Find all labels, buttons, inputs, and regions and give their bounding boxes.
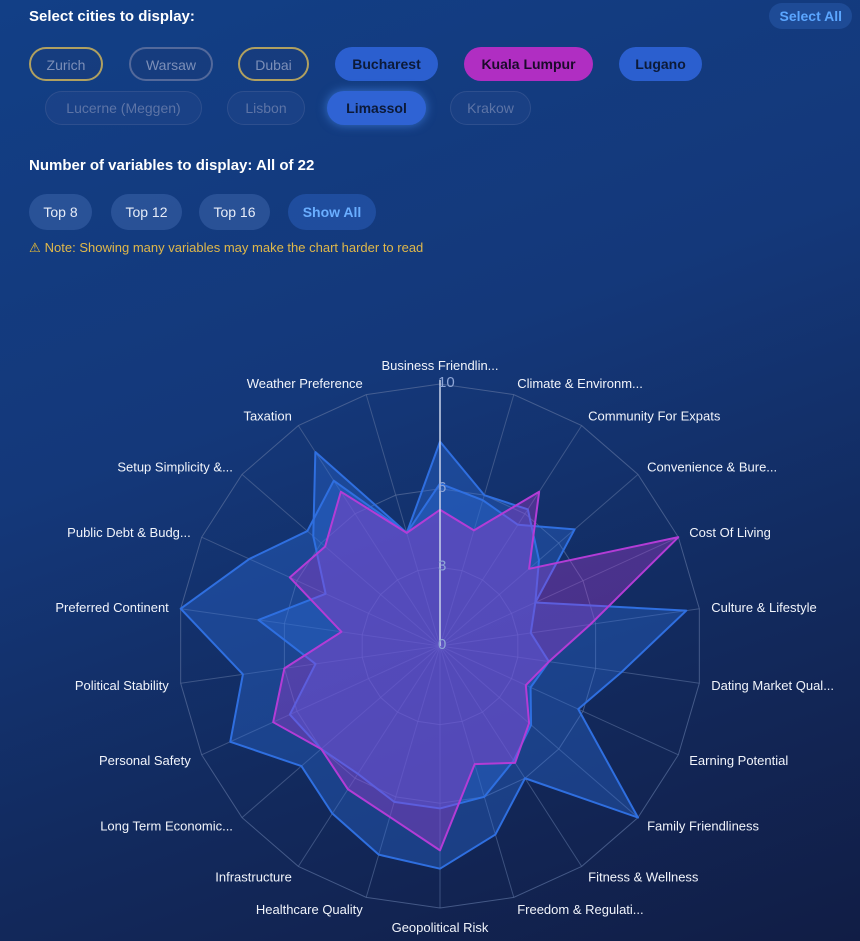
radar-grid — [180, 383, 700, 909]
axis-label-fitness-wellness: Fitness & Wellness — [588, 870, 699, 885]
grid-spoke-10 — [439, 645, 515, 898]
city-pill-warsaw[interactable]: Warsaw — [129, 47, 213, 81]
series-polygon-1 — [179, 479, 688, 870]
variables-button-show-all[interactable]: Show All — [288, 194, 376, 230]
grid-spoke-21 — [365, 394, 441, 647]
axis-label-weather-preference: Weather Preference — [247, 376, 363, 391]
city-pill-zurich[interactable]: Zurich — [29, 47, 103, 81]
grid-spoke-13 — [297, 645, 441, 867]
radar-series — [179, 440, 688, 870]
city-pill-lugano[interactable]: Lugano — [619, 47, 702, 81]
variables-title: Number of variables to display: All of 2… — [29, 157, 315, 174]
axis-label-personal-safety: Personal Safety — [99, 753, 191, 768]
axis-label-long-term-economic: Long Term Economic... — [100, 818, 233, 833]
city-pill-lisbon[interactable]: Lisbon — [227, 91, 305, 125]
grid-spoke-6 — [439, 645, 700, 684]
grid-spoke-17 — [180, 608, 441, 647]
grid-spoke-18 — [201, 536, 441, 647]
axis-label-family-friendliness: Family Friendliness — [647, 818, 759, 833]
grid-spoke-5 — [439, 608, 700, 647]
city-pill-bucharest[interactable]: Bucharest — [335, 47, 438, 81]
axis-label-cost-of-living: Cost Of Living — [689, 525, 771, 540]
axis-label-dating-market-qual: Dating Market Qual... — [711, 678, 834, 693]
radar-axis-labels: Business Friendlin... Climate & Environm.… — [55, 358, 834, 935]
radar-ticks: 0 3 6 10 — [438, 374, 455, 653]
grid-spoke-20 — [297, 425, 441, 647]
note-text: Note: Showing many variables may make th… — [44, 240, 424, 255]
city-pill-limassol[interactable]: Limassol — [327, 91, 426, 125]
grid-spoke-15 — [201, 645, 441, 756]
grid-spoke-14 — [241, 645, 441, 818]
variables-button-top-12[interactable]: Top 12 — [111, 194, 182, 230]
axis-label-community-for-expats: Community For Expats — [588, 408, 721, 423]
grid-spoke-8 — [439, 645, 639, 818]
tick-label-3: 3 — [438, 557, 446, 574]
grid-spoke-9 — [439, 645, 583, 867]
tick-label-0: 0 — [438, 636, 446, 653]
city-select-title: Select cities to display: — [29, 8, 195, 25]
variables-button-top-8[interactable]: Top 8 — [29, 194, 92, 230]
city-pill-dubai[interactable]: Dubai — [238, 47, 309, 81]
axis-label-preferred-continent: Preferred Continent — [55, 600, 169, 615]
series-polygon-2 — [272, 490, 680, 852]
grid-spoke-16 — [180, 645, 441, 684]
grid-spoke-1 — [439, 394, 515, 647]
axis-label-healthcare-quality: Healthcare Quality — [256, 902, 363, 917]
chart-note: ⚠ Note: Showing many variables may make t… — [29, 240, 423, 256]
axis-label-taxation: Taxation — [243, 408, 291, 423]
tick-label-10: 10 — [438, 374, 455, 391]
city-pill-krakow[interactable]: Krakow — [450, 91, 531, 125]
axis-label-earning-potential: Earning Potential — [689, 753, 788, 768]
axis-label-culture-lifestyle: Culture & Lifestyle — [711, 600, 817, 615]
axis-label-convenience-bure: Convenience & Bure... — [647, 460, 777, 475]
axis-label-political-stability: Political Stability — [75, 678, 169, 693]
axis-label-climate-environm: Climate & Environm... — [517, 376, 643, 391]
axis-label-setup-simplicity: Setup Simplicity &... — [117, 460, 233, 475]
series-polygon-0 — [257, 440, 550, 810]
variables-button-top-16[interactable]: Top 16 — [199, 194, 270, 230]
grid-spoke-7 — [439, 645, 679, 756]
select-all-button[interactable]: Select All — [769, 3, 852, 29]
city-pill-kuala-lumpur[interactable]: Kuala Lumpur — [464, 47, 593, 81]
axis-label-freedom-regulati: Freedom & Regulati... — [517, 902, 643, 917]
warning-icon: ⚠ — [29, 240, 41, 255]
grid-spoke-4 — [439, 536, 679, 647]
grid-spoke-19 — [241, 474, 441, 647]
grid-spoke-2 — [439, 425, 583, 647]
axis-label-public-debt-budg: Public Debt & Budg... — [67, 525, 191, 540]
axis-label-infrastructure: Infrastructure — [215, 870, 292, 885]
city-pill-lucerne-meggen[interactable]: Lucerne (Meggen) — [45, 91, 202, 125]
tick-label-6: 6 — [438, 479, 446, 496]
axis-label-geopolitical-risk: Geopolitical Risk — [392, 920, 489, 935]
axis-label-business-friendlin: Business Friendlin... — [381, 358, 498, 373]
